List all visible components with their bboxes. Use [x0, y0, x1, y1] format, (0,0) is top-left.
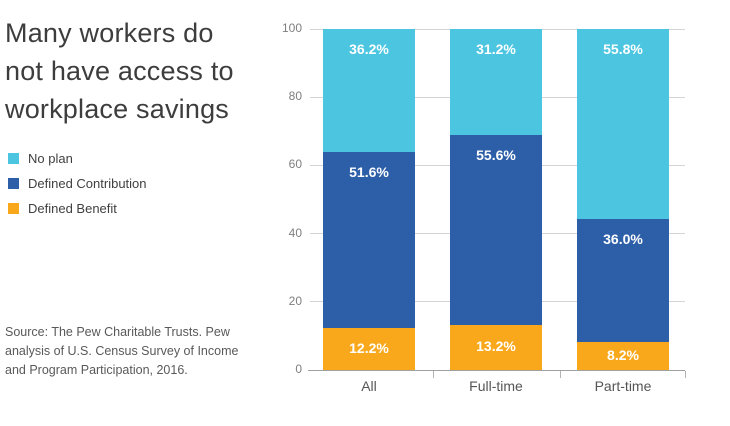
bar-value-label: 13.2% — [476, 338, 516, 355]
y-tick-label: 60 — [288, 157, 302, 172]
bar-value-label: 12.2% — [349, 340, 389, 357]
bar-value-label: 36.2% — [349, 41, 389, 57]
legend-label: Defined Benefit — [28, 201, 117, 216]
bar-value-label: 55.8% — [603, 41, 643, 57]
bar-value-label: 55.6% — [476, 147, 516, 164]
source-note: Source: The Pew Charitable Trusts. Pew a… — [5, 325, 239, 377]
legend-label: No plan — [28, 151, 73, 166]
x-axis-tick — [432, 371, 434, 378]
bar-segment-defined-benefit — [577, 342, 669, 370]
x-axis-line — [308, 370, 685, 371]
x-axis-tick — [559, 371, 561, 378]
bar-segment-defined-contribution — [450, 135, 542, 325]
x-category-label: Full-time — [469, 378, 523, 394]
y-tick-label: 0 — [295, 362, 302, 376]
bar-segment-no-plan — [323, 29, 415, 153]
stacked-bar-chart: 0 20 40 60 80 100 12.2% 51.6% 36.2% All 13.2% 55.6%… — [282, 21, 686, 394]
bar-segment-defined-contribution — [323, 152, 415, 329]
legend: No plan Defined Contribution Defined Ben… — [8, 146, 147, 221]
y-tick-label: 40 — [288, 225, 302, 240]
legend-swatch-no-plan — [8, 153, 19, 164]
bar-value-label: 36.0% — [603, 231, 643, 248]
x-category-label: Part-time — [594, 378, 652, 394]
bar-segment-defined-benefit — [450, 324, 542, 370]
legend-item-defined-contribution: Defined Contribution — [8, 171, 147, 196]
bar-segment-defined-benefit — [323, 328, 415, 370]
bar-segment-no-plan — [577, 29, 669, 220]
bar-value-label: 51.6% — [349, 164, 389, 181]
legend-label: Defined Contribution — [28, 176, 147, 191]
y-tick-label: 20 — [288, 293, 302, 308]
x-category-label: All — [361, 378, 377, 394]
legend-item-no-plan: No plan — [8, 146, 147, 171]
x-axis-tick — [684, 371, 686, 378]
y-tick-label: 80 — [288, 89, 302, 104]
y-tick-label: 100 — [281, 21, 302, 35]
legend-swatch-defined-contribution — [8, 178, 19, 189]
bar-value-label: 8.2% — [607, 347, 639, 364]
chart-title: Many workers do not have access to workp… — [5, 18, 234, 124]
bar-value-label: 31.2% — [476, 41, 516, 57]
legend-item-defined-benefit: Defined Benefit — [8, 196, 147, 221]
bar-segment-defined-contribution — [577, 219, 669, 343]
bar-segment-no-plan — [450, 29, 542, 136]
legend-swatch-defined-benefit — [8, 203, 19, 214]
